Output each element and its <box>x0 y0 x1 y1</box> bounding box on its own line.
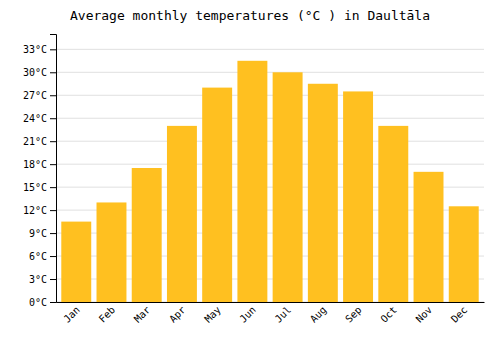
bar <box>202 88 232 302</box>
tick-label: Sep <box>343 304 364 325</box>
grid <box>56 49 484 302</box>
tick: 30°C <box>23 67 56 78</box>
tick: Feb <box>97 304 118 325</box>
tick-mark <box>50 141 56 142</box>
tick: Sep <box>343 304 364 325</box>
tick-label: Apr <box>167 304 188 325</box>
tick-mark <box>50 233 56 234</box>
tick-label: Feb <box>97 304 118 325</box>
tick-mark <box>50 118 56 119</box>
bar <box>343 91 373 302</box>
tick: Jul <box>273 304 294 325</box>
title: Average monthly temperatures (°C ) in Da… <box>70 8 430 23</box>
bar <box>97 202 127 302</box>
axis-line <box>50 35 57 303</box>
tick: Mar <box>132 304 153 325</box>
tick-label: Nov <box>414 304 435 325</box>
tick-mark <box>50 302 56 303</box>
tick-label: 30°C <box>23 67 47 78</box>
tick: Jun <box>237 304 258 325</box>
tick-label: Mar <box>132 304 153 325</box>
tick: 24°C <box>23 113 56 124</box>
plot: 0°C 3°C 6°C 9°C 12°C 15°C 18°C 21°C 24°C 27°C 30°C… <box>23 35 485 325</box>
tick-label: 27°C <box>23 90 47 101</box>
bars <box>61 61 478 302</box>
tick: 3°C <box>29 274 56 285</box>
tick-mark <box>50 72 56 73</box>
y-axis: 0°C 3°C 6°C 9°C 12°C 15°C 18°C 21°C 24°C 27°C 30°C… <box>23 35 57 308</box>
tick-label: Jul <box>273 304 294 325</box>
tick: 0°C <box>29 297 56 308</box>
tick-mark <box>50 49 56 50</box>
tick-label: Oct <box>378 304 399 325</box>
tick-label: 33°C <box>23 44 47 55</box>
tick-label: Jan <box>61 304 82 325</box>
tick: 33°C <box>23 44 56 55</box>
tick-label: 24°C <box>23 113 47 124</box>
grid-line <box>56 118 484 119</box>
x-axis: Jan Feb Mar Apr May Jun Jul Aug Sep Oct Nov Dec <box>57 303 485 325</box>
axis-line <box>57 302 485 303</box>
tick: 18°C <box>23 159 56 170</box>
tick: Dec <box>449 304 470 325</box>
tick-label: 6°C <box>29 251 47 262</box>
tick-mark <box>50 95 56 96</box>
tick-label: 12°C <box>23 205 47 216</box>
bar <box>308 84 338 302</box>
tick: 6°C <box>29 251 56 262</box>
tick-mark <box>50 164 56 165</box>
tick: 9°C <box>29 228 56 239</box>
tick: Nov <box>414 304 435 325</box>
tick: 21°C <box>23 136 56 147</box>
bar <box>414 172 444 302</box>
bar <box>61 222 91 302</box>
chart: 0°C 3°C 6°C 9°C 12°C 15°C 18°C 21°C 24°C 27°C 30°C… <box>0 0 500 350</box>
tick: 27°C <box>23 90 56 101</box>
tick-mark <box>50 187 56 188</box>
tick-label: 18°C <box>23 159 47 170</box>
tick-label: 21°C <box>23 136 47 147</box>
grid-line <box>56 72 484 73</box>
grid-line <box>56 141 484 142</box>
tick-mark <box>50 210 56 211</box>
tick-label: 9°C <box>29 228 47 239</box>
grid-line <box>56 95 484 96</box>
tick: Jan <box>61 304 82 325</box>
tick-label: 3°C <box>29 274 47 285</box>
tick-label: 15°C <box>23 182 47 193</box>
tick-label: Jun <box>237 304 258 325</box>
grid-line <box>56 164 484 165</box>
bar <box>378 126 408 302</box>
tick: Apr <box>167 304 188 325</box>
tick: 12°C <box>23 205 56 216</box>
tick-label: May <box>202 304 223 325</box>
tick: Oct <box>378 304 399 325</box>
bar <box>273 72 303 302</box>
tick-label: Dec <box>449 304 470 325</box>
bar <box>167 126 197 302</box>
tick: May <box>202 304 223 325</box>
tick: 15°C <box>23 182 56 193</box>
tick-mark <box>50 279 56 280</box>
bar <box>237 61 267 302</box>
bar <box>132 168 162 302</box>
tick-label: Aug <box>308 304 329 325</box>
bar <box>449 206 479 302</box>
tick-label: 0°C <box>29 297 47 308</box>
tick: Aug <box>308 304 329 325</box>
grid-line <box>56 49 484 50</box>
tick-mark <box>50 256 56 257</box>
